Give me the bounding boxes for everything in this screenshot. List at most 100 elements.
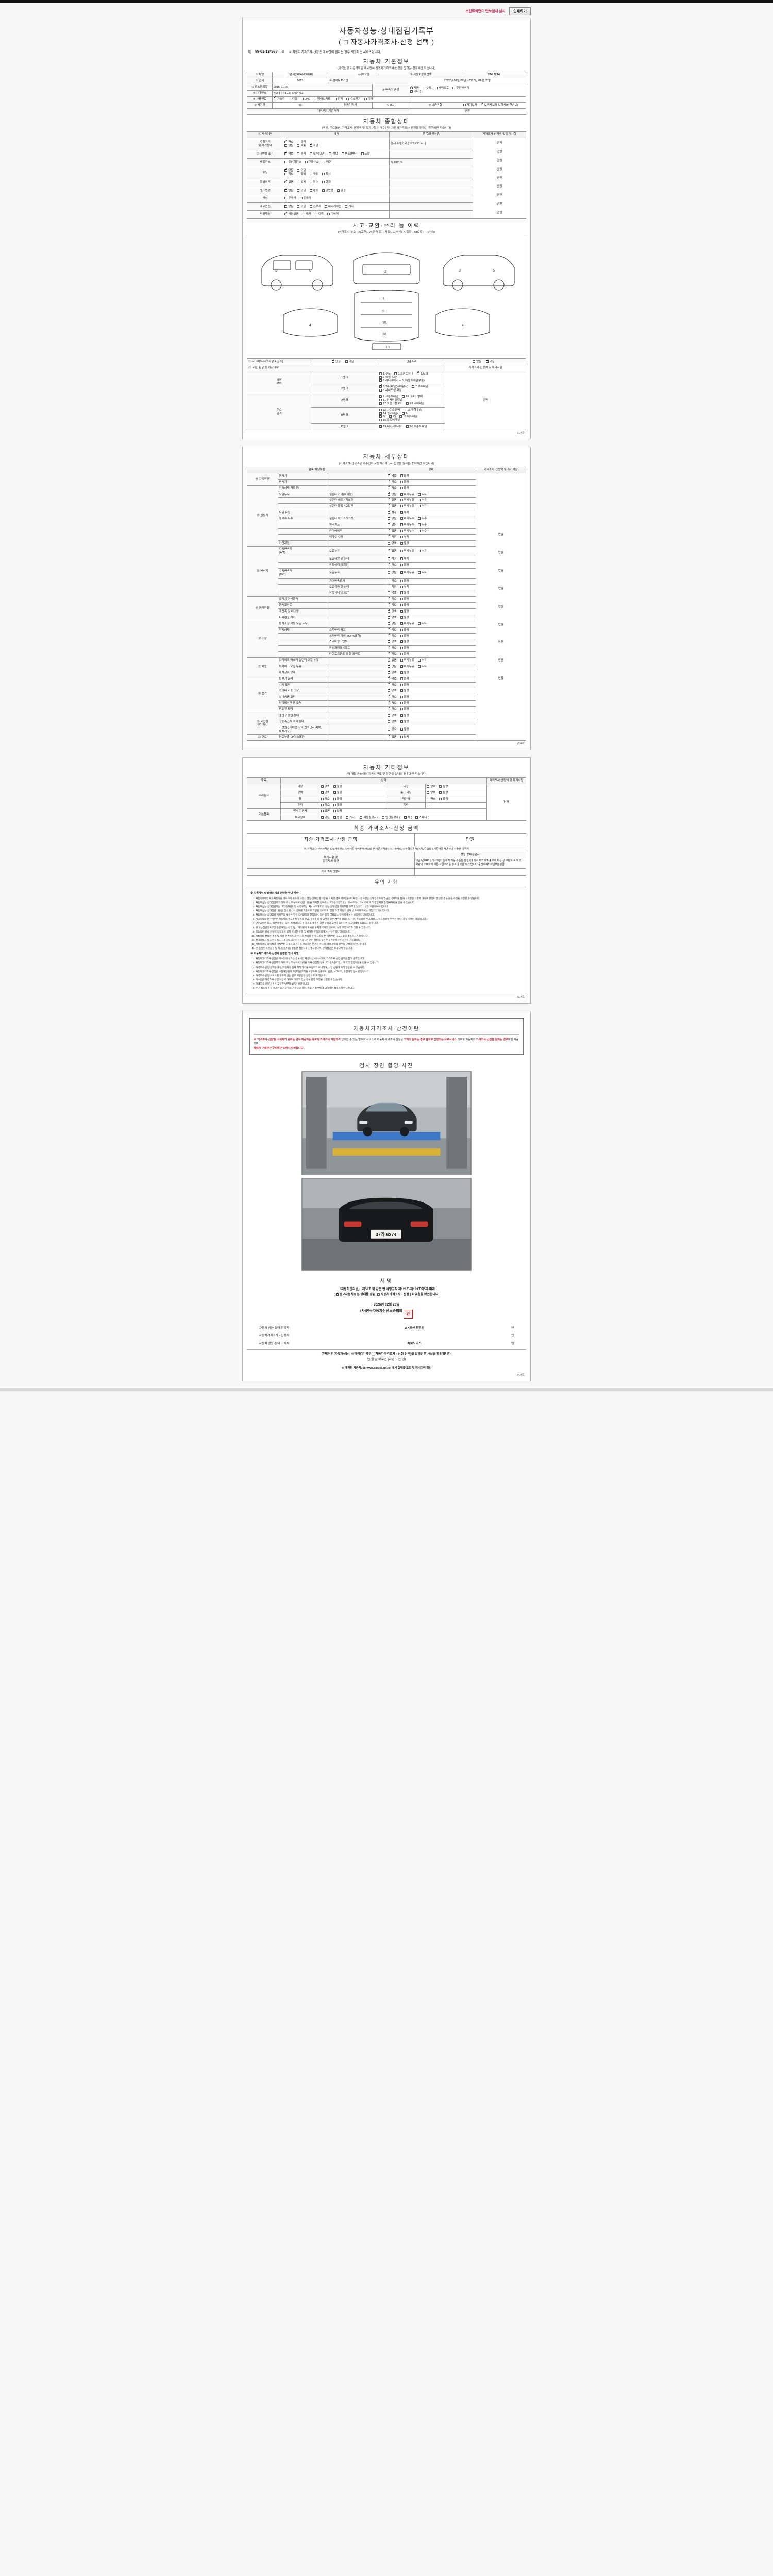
option-부식[interactable]: 부식 bbox=[297, 152, 306, 156]
checkbox[interactable] bbox=[388, 682, 391, 686]
option-유채색[interactable]: 유채색 bbox=[299, 197, 311, 200]
option-[interactable]: C) bbox=[389, 415, 396, 419]
option-있음[interactable]: 있음 bbox=[297, 169, 306, 173]
option-없음[interactable]: 없음 bbox=[388, 516, 397, 521]
option-불량[interactable]: 불량 bbox=[439, 797, 448, 801]
checkbox[interactable] bbox=[400, 591, 403, 595]
option-불량[interactable]: 불량 bbox=[400, 640, 409, 644]
option-없음[interactable]: 없음 bbox=[388, 549, 397, 553]
checkbox[interactable] bbox=[389, 415, 392, 418]
checkbox[interactable] bbox=[388, 639, 391, 643]
checkbox[interactable] bbox=[321, 791, 324, 794]
option-불량[interactable]: 불량 bbox=[400, 702, 409, 705]
checkbox[interactable] bbox=[284, 180, 288, 184]
checkbox[interactable] bbox=[388, 728, 391, 731]
option-불량[interactable]: 불량 bbox=[400, 616, 409, 620]
option-불량[interactable]: 불량 bbox=[400, 671, 409, 675]
option-불량[interactable]: 불량 bbox=[439, 791, 448, 795]
option-양호[interactable]: 양호 bbox=[427, 785, 435, 789]
option-없음[interactable]: 없음 bbox=[333, 816, 342, 820]
option-불량[interactable]: 불량 bbox=[400, 541, 409, 546]
option-양호[interactable]: 양호 bbox=[388, 480, 397, 484]
option-루프패널[interactable]: 7.루프패널 bbox=[411, 385, 428, 389]
option-미세누수[interactable]: 미세누수 bbox=[400, 529, 414, 533]
checkbox[interactable] bbox=[400, 529, 403, 532]
option-양호[interactable]: 양호 bbox=[388, 615, 397, 620]
option-양호[interactable]: 양호 bbox=[388, 541, 397, 546]
checkbox[interactable] bbox=[309, 181, 312, 184]
checkbox[interactable] bbox=[400, 480, 403, 483]
option-미세누유[interactable]: 미세누유 bbox=[400, 493, 414, 497]
checkbox[interactable] bbox=[388, 603, 391, 607]
opt-trans-other[interactable]: 기타 ( ) bbox=[410, 90, 423, 94]
option-불량[interactable]: 불량 bbox=[400, 677, 409, 681]
option-양호[interactable]: 양호 bbox=[388, 609, 397, 614]
checkbox[interactable] bbox=[417, 665, 421, 668]
option-있음[interactable]: 있음 bbox=[297, 189, 306, 193]
option-사이드멤버[interactable]: 12.사이드멤버 bbox=[379, 408, 400, 412]
option-누유[interactable]: 누유 bbox=[417, 549, 427, 553]
checkbox[interactable] bbox=[321, 809, 324, 812]
option-부족[interactable]: 부족 bbox=[400, 557, 409, 561]
option-불량[interactable]: 불량 bbox=[400, 564, 409, 567]
option-없음[interactable]: 없음 bbox=[388, 621, 397, 626]
option-누유[interactable]: 누유 bbox=[417, 659, 427, 663]
checkbox[interactable] bbox=[388, 549, 391, 552]
checkbox[interactable] bbox=[439, 791, 442, 794]
option-미세누유[interactable]: 미세누유 bbox=[400, 659, 414, 663]
option-없음[interactable]: 없음 bbox=[388, 658, 397, 663]
option-누유[interactable]: 누유 bbox=[417, 622, 427, 626]
checkbox[interactable] bbox=[400, 647, 403, 650]
option-스패너[interactable]: 스패너 ( bbox=[415, 816, 429, 820]
checkbox[interactable] bbox=[333, 797, 336, 800]
checkbox[interactable] bbox=[400, 541, 403, 545]
checkbox[interactable] bbox=[379, 402, 382, 405]
option-내비게이션[interactable]: 내비게이션 bbox=[324, 205, 341, 209]
checkbox[interactable] bbox=[427, 791, 430, 794]
checkbox[interactable] bbox=[297, 144, 300, 147]
opt-trans-manual[interactable]: 수동 bbox=[422, 87, 431, 90]
checkbox[interactable] bbox=[284, 168, 288, 172]
checkbox[interactable] bbox=[402, 395, 405, 398]
option-누유[interactable]: 누유 bbox=[417, 505, 427, 509]
option-양호[interactable]: 양호 bbox=[321, 791, 330, 795]
option-누유[interactable]: 누유 bbox=[417, 665, 427, 669]
option-미세누유[interactable]: 미세누유 bbox=[400, 549, 414, 553]
option-미세누수[interactable]: 미세누수 bbox=[400, 517, 414, 521]
checkbox[interactable] bbox=[309, 143, 312, 147]
option-부족[interactable]: 부족 bbox=[400, 585, 409, 589]
checkbox[interactable] bbox=[341, 152, 344, 156]
checkbox[interactable] bbox=[333, 803, 336, 806]
option-양호[interactable]: 양호 bbox=[321, 797, 330, 801]
option-필러패널[interactable]: 14.필러패널( bbox=[379, 412, 398, 416]
checkbox[interactable] bbox=[400, 579, 403, 582]
option-영업용[interactable]: 영업용 bbox=[322, 189, 333, 193]
checkbox[interactable] bbox=[400, 689, 403, 692]
checkbox[interactable] bbox=[401, 412, 405, 415]
checkbox[interactable] bbox=[379, 384, 382, 388]
checkbox[interactable] bbox=[416, 371, 419, 375]
opt-accident-none[interactable]: 없음 bbox=[331, 359, 341, 364]
checkbox[interactable] bbox=[388, 591, 391, 595]
checkbox[interactable] bbox=[388, 735, 391, 739]
option-해당없음[interactable]: 해당없음 bbox=[284, 212, 299, 216]
option-탄화수소[interactable]: 탄화수소 bbox=[305, 160, 319, 164]
option-없음[interactable]: 없음 bbox=[284, 205, 293, 209]
option-미세누유[interactable]: 미세누유 bbox=[400, 571, 414, 575]
option-없음[interactable]: 없음 bbox=[388, 571, 397, 575]
checkbox[interactable] bbox=[427, 803, 430, 806]
option-불량[interactable]: 불량 bbox=[400, 708, 409, 711]
checkbox[interactable] bbox=[400, 598, 403, 601]
checkbox[interactable] bbox=[388, 670, 391, 674]
checkbox[interactable] bbox=[284, 144, 288, 147]
option-불량[interactable]: 불량 bbox=[400, 610, 409, 614]
option-불량[interactable]: 불량 bbox=[400, 689, 409, 693]
option-적정[interactable]: 적정 bbox=[388, 585, 397, 589]
option-없음[interactable]: 없음 bbox=[388, 504, 397, 509]
checkbox[interactable] bbox=[417, 659, 421, 662]
option-적음[interactable]: 적음 bbox=[309, 143, 318, 148]
checkbox[interactable] bbox=[388, 480, 391, 483]
option-적정[interactable]: 적정 bbox=[388, 510, 397, 515]
checkbox[interactable] bbox=[388, 516, 391, 520]
checkbox[interactable] bbox=[388, 694, 391, 699]
